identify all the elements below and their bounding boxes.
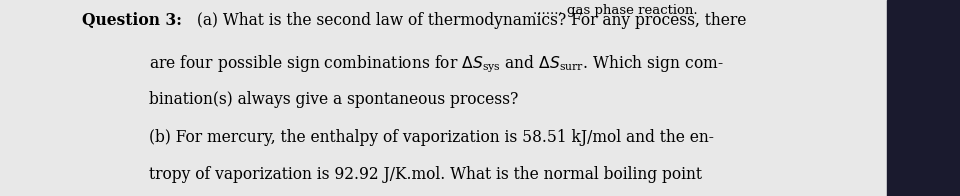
Text: bination(s) always give a spontaneous process?: bination(s) always give a spontaneous pr… — [149, 91, 518, 108]
Bar — [887, 0, 960, 196]
Text: Question 3:: Question 3: — [82, 12, 181, 29]
Text: (b) For mercury, the enthalpy of vaporization is 58.51 kJ/mol and the en-: (b) For mercury, the enthalpy of vaporiz… — [149, 129, 713, 146]
Text: (a) What is the second law of thermodynamics? For any process, there: (a) What is the second law of thermodyna… — [192, 12, 746, 29]
Text: ....... gas phase reaction.: ....... gas phase reaction. — [533, 4, 697, 17]
Text: are four possible sign combinations for $\Delta S_{\mathregular{sys}}$ and $\Del: are four possible sign combinations for … — [149, 53, 724, 74]
Text: tropy of vaporization is 92.92 J/K.mol. What is the normal boiling point: tropy of vaporization is 92.92 J/K.mol. … — [149, 166, 702, 183]
